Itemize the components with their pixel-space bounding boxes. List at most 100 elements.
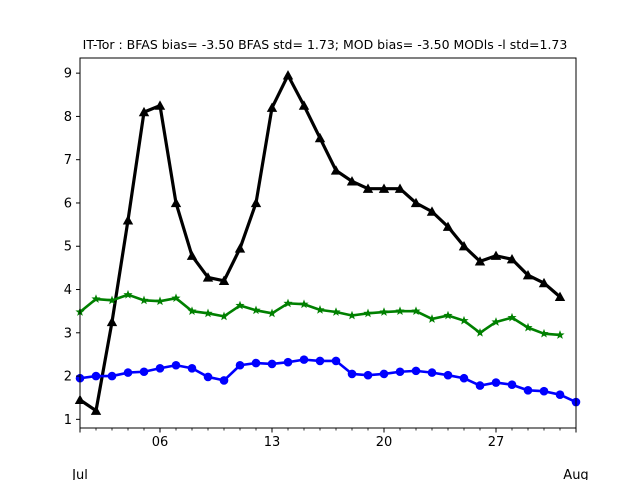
data-point-s3-7 <box>171 360 181 370</box>
data-point-s1-12 <box>250 197 262 208</box>
x-tick-label-20: 20 <box>376 435 393 450</box>
y-tick-label-2: 2 <box>64 370 72 385</box>
data-point-s1-26 <box>474 256 486 266</box>
data-point-s2-11 <box>235 300 245 310</box>
data-point-s2-3 <box>107 295 117 305</box>
x-month-label-aug: Aug <box>563 468 588 480</box>
data-point-s3-29 <box>523 386 533 395</box>
y-tick-label-5: 5 <box>64 240 72 255</box>
data-point-s1-17 <box>330 165 342 175</box>
y-tick-label-9: 9 <box>64 67 72 82</box>
data-point-s3-27 <box>491 378 501 387</box>
data-point-s2-7 <box>171 293 181 303</box>
data-point-s1-3 <box>106 316 118 327</box>
data-point-s2-31 <box>555 330 565 339</box>
plot-frame <box>79 57 577 429</box>
data-point-s2-20 <box>379 307 389 316</box>
data-point-s2-23 <box>427 314 437 323</box>
data-point-s3-23 <box>427 368 437 377</box>
data-point-s3-11 <box>235 360 245 370</box>
data-point-s3-15 <box>299 355 309 364</box>
data-point-s1-30 <box>538 277 550 288</box>
data-point-s2-26 <box>475 328 485 337</box>
data-point-s3-28 <box>507 380 517 390</box>
data-point-s3-8 <box>187 363 197 373</box>
data-point-s3-9 <box>203 372 213 382</box>
series-line-2 <box>78 293 562 337</box>
data-point-s1-16 <box>314 132 326 143</box>
data-point-s2-13 <box>267 308 277 318</box>
data-point-s2-17 <box>331 307 341 316</box>
data-point-s3-10 <box>219 376 229 385</box>
data-point-s3-17 <box>331 356 341 366</box>
y-tick-label-8: 8 <box>64 110 72 125</box>
chart-title: IT-Tor : BFAS bias= -3.50 BFAS std= 1.73… <box>83 37 568 52</box>
data-point-s2-19 <box>363 308 373 318</box>
data-point-s3-14 <box>283 357 293 367</box>
data-point-s1-13 <box>266 102 278 112</box>
data-point-s2-6 <box>155 296 165 306</box>
data-point-s1-2 <box>90 405 102 415</box>
data-point-s3-6 <box>155 363 165 373</box>
data-point-s3-21 <box>395 367 405 377</box>
data-point-s1-4 <box>122 215 134 225</box>
data-point-s1-15 <box>298 100 310 110</box>
data-point-s2-8 <box>187 306 197 316</box>
data-point-s1-19 <box>362 183 374 193</box>
data-point-s2-18 <box>347 310 357 320</box>
data-point-s1-18 <box>346 176 358 186</box>
data-point-s1-28 <box>506 254 518 264</box>
data-point-s3-12 <box>251 358 261 368</box>
data-point-s1-31 <box>554 291 566 302</box>
data-point-s3-18 <box>347 369 357 379</box>
data-point-s2-4 <box>123 289 133 299</box>
data-point-s3-2 <box>91 371 101 381</box>
data-point-s3-19 <box>363 370 373 380</box>
data-point-s2-2 <box>91 294 101 303</box>
data-point-s3-13 <box>267 359 277 369</box>
plot-area <box>74 70 581 415</box>
x-tick-label-13: 13 <box>264 435 281 450</box>
y-tick-label-3: 3 <box>64 326 72 341</box>
data-point-s1-20 <box>378 183 390 193</box>
data-point-s2-5 <box>139 295 149 305</box>
data-point-s1-23 <box>426 206 438 216</box>
x-month-label-jul: Jul <box>71 468 88 480</box>
data-point-s2-30 <box>539 328 549 338</box>
y-tick-label-1: 1 <box>64 413 72 428</box>
data-point-s3-4 <box>123 368 133 377</box>
data-point-s2-14 <box>283 298 293 308</box>
data-point-s2-27 <box>491 317 501 326</box>
data-point-s3-3 <box>107 371 117 381</box>
data-point-s3-24 <box>443 370 453 380</box>
data-point-s2-24 <box>443 310 453 320</box>
axes: 1 2 3 4 5 6 7 8 9 06 13 20 27 Jul Aug <box>64 67 589 480</box>
data-point-s1-24 <box>442 221 454 231</box>
y-tick-label-4: 4 <box>64 283 72 298</box>
data-point-s1-29 <box>522 270 534 280</box>
data-point-s3-26 <box>475 381 485 390</box>
data-point-s1-27 <box>490 250 502 260</box>
data-point-s1-25 <box>458 241 470 251</box>
data-point-s2-28 <box>507 312 517 322</box>
x-tick-label-27: 27 <box>488 435 505 450</box>
data-point-s2-21 <box>395 306 405 316</box>
data-point-s1-5 <box>138 106 150 117</box>
data-point-s2-9 <box>203 308 213 318</box>
data-point-s3-22 <box>411 366 421 376</box>
data-point-s3-31 <box>555 390 565 399</box>
data-point-s1-14 <box>282 70 294 80</box>
y-tick-label-6: 6 <box>64 196 72 211</box>
data-point-s1-21 <box>394 183 406 193</box>
data-point-s1-6 <box>154 100 166 110</box>
data-point-s1-8 <box>186 250 198 260</box>
data-point-s3-25 <box>459 373 469 383</box>
data-point-s3-5 <box>139 367 149 377</box>
data-point-s1-11 <box>234 243 246 253</box>
data-point-s2-25 <box>459 315 469 325</box>
data-point-s2-16 <box>315 305 325 314</box>
x-tick-label-06: 06 <box>152 435 169 450</box>
series-line-3 <box>78 358 578 404</box>
data-point-s2-10 <box>219 311 229 321</box>
